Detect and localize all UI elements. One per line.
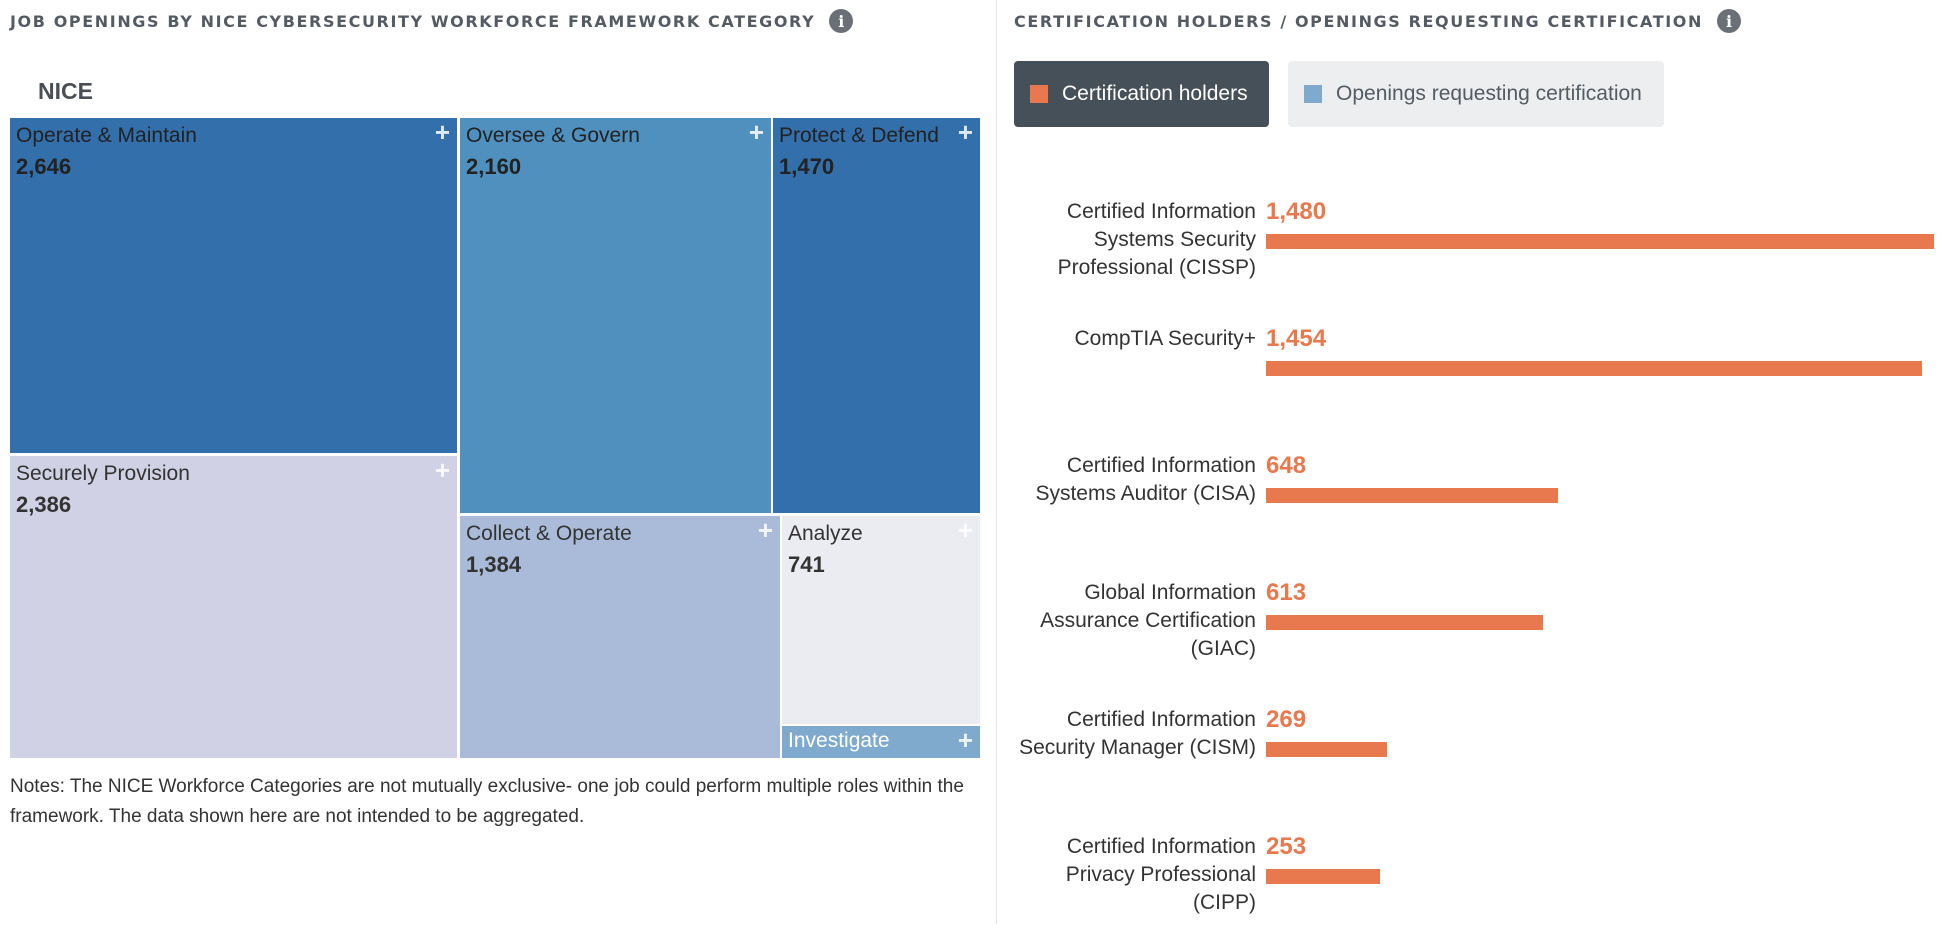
certification-bar-chart: Certified Information Systems Security P…	[1010, 190, 1942, 924]
bar-value-label: 1,480	[1266, 198, 1327, 225]
treemap-tile-value: 2,386	[16, 492, 72, 517]
bar[interactable]	[1266, 869, 1380, 884]
legend-label: Openings requesting certification	[1336, 82, 1642, 105]
treemap-root-label[interactable]: NICE	[38, 78, 93, 104]
info-icon[interactable]: i	[1717, 9, 1742, 33]
bar-category-label: Certified Information Security Manager (…	[1019, 708, 1256, 759]
treemap-panel-title: JOB OPENINGS BY NICE CYBERSECURITY WORKF…	[10, 8, 854, 34]
treemap-tile-label: Investigate	[788, 729, 890, 752]
bar[interactable]	[1266, 742, 1387, 757]
bar-row[interactable]: CompTIA Security+ 1,454	[1010, 317, 1942, 427]
bar-row[interactable]: Certified Information Security Manager (…	[1010, 698, 1942, 808]
bar[interactable]	[1266, 234, 1934, 249]
bar-row[interactable]: Certified Information Systems Auditor (C…	[1010, 444, 1942, 554]
treemap-tile-analyze[interactable]: Analyze 741 +	[782, 516, 980, 724]
bar-category-label: Certified Information Systems Security P…	[1057, 200, 1256, 279]
treemap-tile-label: Securely Provision	[16, 462, 190, 485]
cert-panel-title: CERTIFICATION HOLDERS / OPENINGS REQUEST…	[1014, 8, 1742, 34]
bar-row[interactable]: Certified Information Privacy Profession…	[1010, 825, 1942, 935]
treemap-tile-value: 2,646	[16, 154, 72, 179]
treemap-tile-label: Collect & Operate	[466, 522, 632, 545]
treemap-chart: Operate & Maintain 2,646 + Securely Provisi…	[10, 118, 980, 758]
treemap-tile-securely-provision[interactable]: Securely Provision 2,386 +	[10, 456, 457, 758]
treemap-tile-collect-operate[interactable]: Collect & Operate 1,384 +	[460, 516, 780, 758]
legend-swatch	[1304, 85, 1322, 103]
expand-plus-icon[interactable]: +	[434, 456, 450, 485]
treemap-tile-protect-defend[interactable]: Protect & Defend 1,470 +	[773, 118, 980, 513]
treemap-tile-oversee-govern[interactable]: Oversee & Govern 2,160 +	[460, 118, 771, 513]
bar-value-label: 613	[1266, 579, 1307, 606]
treemap-tile-value: 741	[788, 552, 825, 577]
bar[interactable]	[1266, 615, 1543, 630]
expand-plus-icon[interactable]: +	[748, 118, 764, 147]
treemap-tile-value: 1,384	[466, 552, 522, 577]
treemap-tile-label: Operate & Maintain	[16, 124, 197, 147]
expand-plus-icon[interactable]: +	[757, 516, 773, 545]
treemap-tile-label: Analyze	[788, 522, 863, 545]
bar-value-label: 648	[1266, 452, 1307, 479]
treemap-tile-label: Protect & Defend	[779, 124, 939, 147]
legend-label: Certification holders	[1062, 82, 1248, 105]
info-icon[interactable]: i	[829, 9, 854, 33]
panel-divider	[996, 0, 997, 924]
treemap-tile-value: 1,470	[779, 154, 835, 179]
bar[interactable]	[1266, 361, 1922, 376]
bar-value-label: 253	[1266, 833, 1307, 860]
legend-swatch	[1030, 85, 1048, 103]
bar-category-label: Certified Information Systems Auditor (C…	[1035, 454, 1256, 505]
bar-category-label: CompTIA Security+	[1074, 327, 1256, 350]
bar-category-label: Certified Information Privacy Profession…	[1065, 835, 1256, 914]
bar-value-label: 1,454	[1266, 325, 1327, 352]
treemap-title-text: JOB OPENINGS BY NICE CYBERSECURITY WORKF…	[10, 11, 816, 31]
treemap-notes: Notes: The NICE Workforce Categories are…	[10, 776, 964, 827]
bar-value-label: 269	[1266, 706, 1307, 733]
cert-title-text: CERTIFICATION HOLDERS / OPENINGS REQUEST…	[1014, 11, 1704, 31]
bar[interactable]	[1266, 488, 1558, 503]
expand-plus-icon[interactable]: +	[434, 118, 450, 147]
legend-toggle-certification-holders[interactable]: Certification holders	[1014, 61, 1269, 127]
expand-plus-icon[interactable]: +	[957, 516, 973, 545]
treemap-tile-investigate[interactable]: Investigate +	[782, 726, 980, 758]
legend-toggle-openings-requesting[interactable]: Openings requesting certification	[1288, 61, 1664, 127]
bar-category-label: Global Information Assurance Certificati…	[1040, 581, 1256, 660]
expand-plus-icon[interactable]: +	[957, 726, 973, 755]
expand-plus-icon[interactable]: +	[957, 118, 973, 147]
bar-row[interactable]: Certified Information Systems Security P…	[1010, 190, 1942, 300]
treemap-tile-label: Oversee & Govern	[466, 124, 640, 147]
treemap-tile-value: 2,160	[466, 154, 522, 179]
treemap-tile-operate-maintain[interactable]: Operate & Maintain 2,646 +	[10, 118, 457, 453]
bar-row[interactable]: Global Information Assurance Certificati…	[1010, 571, 1942, 681]
